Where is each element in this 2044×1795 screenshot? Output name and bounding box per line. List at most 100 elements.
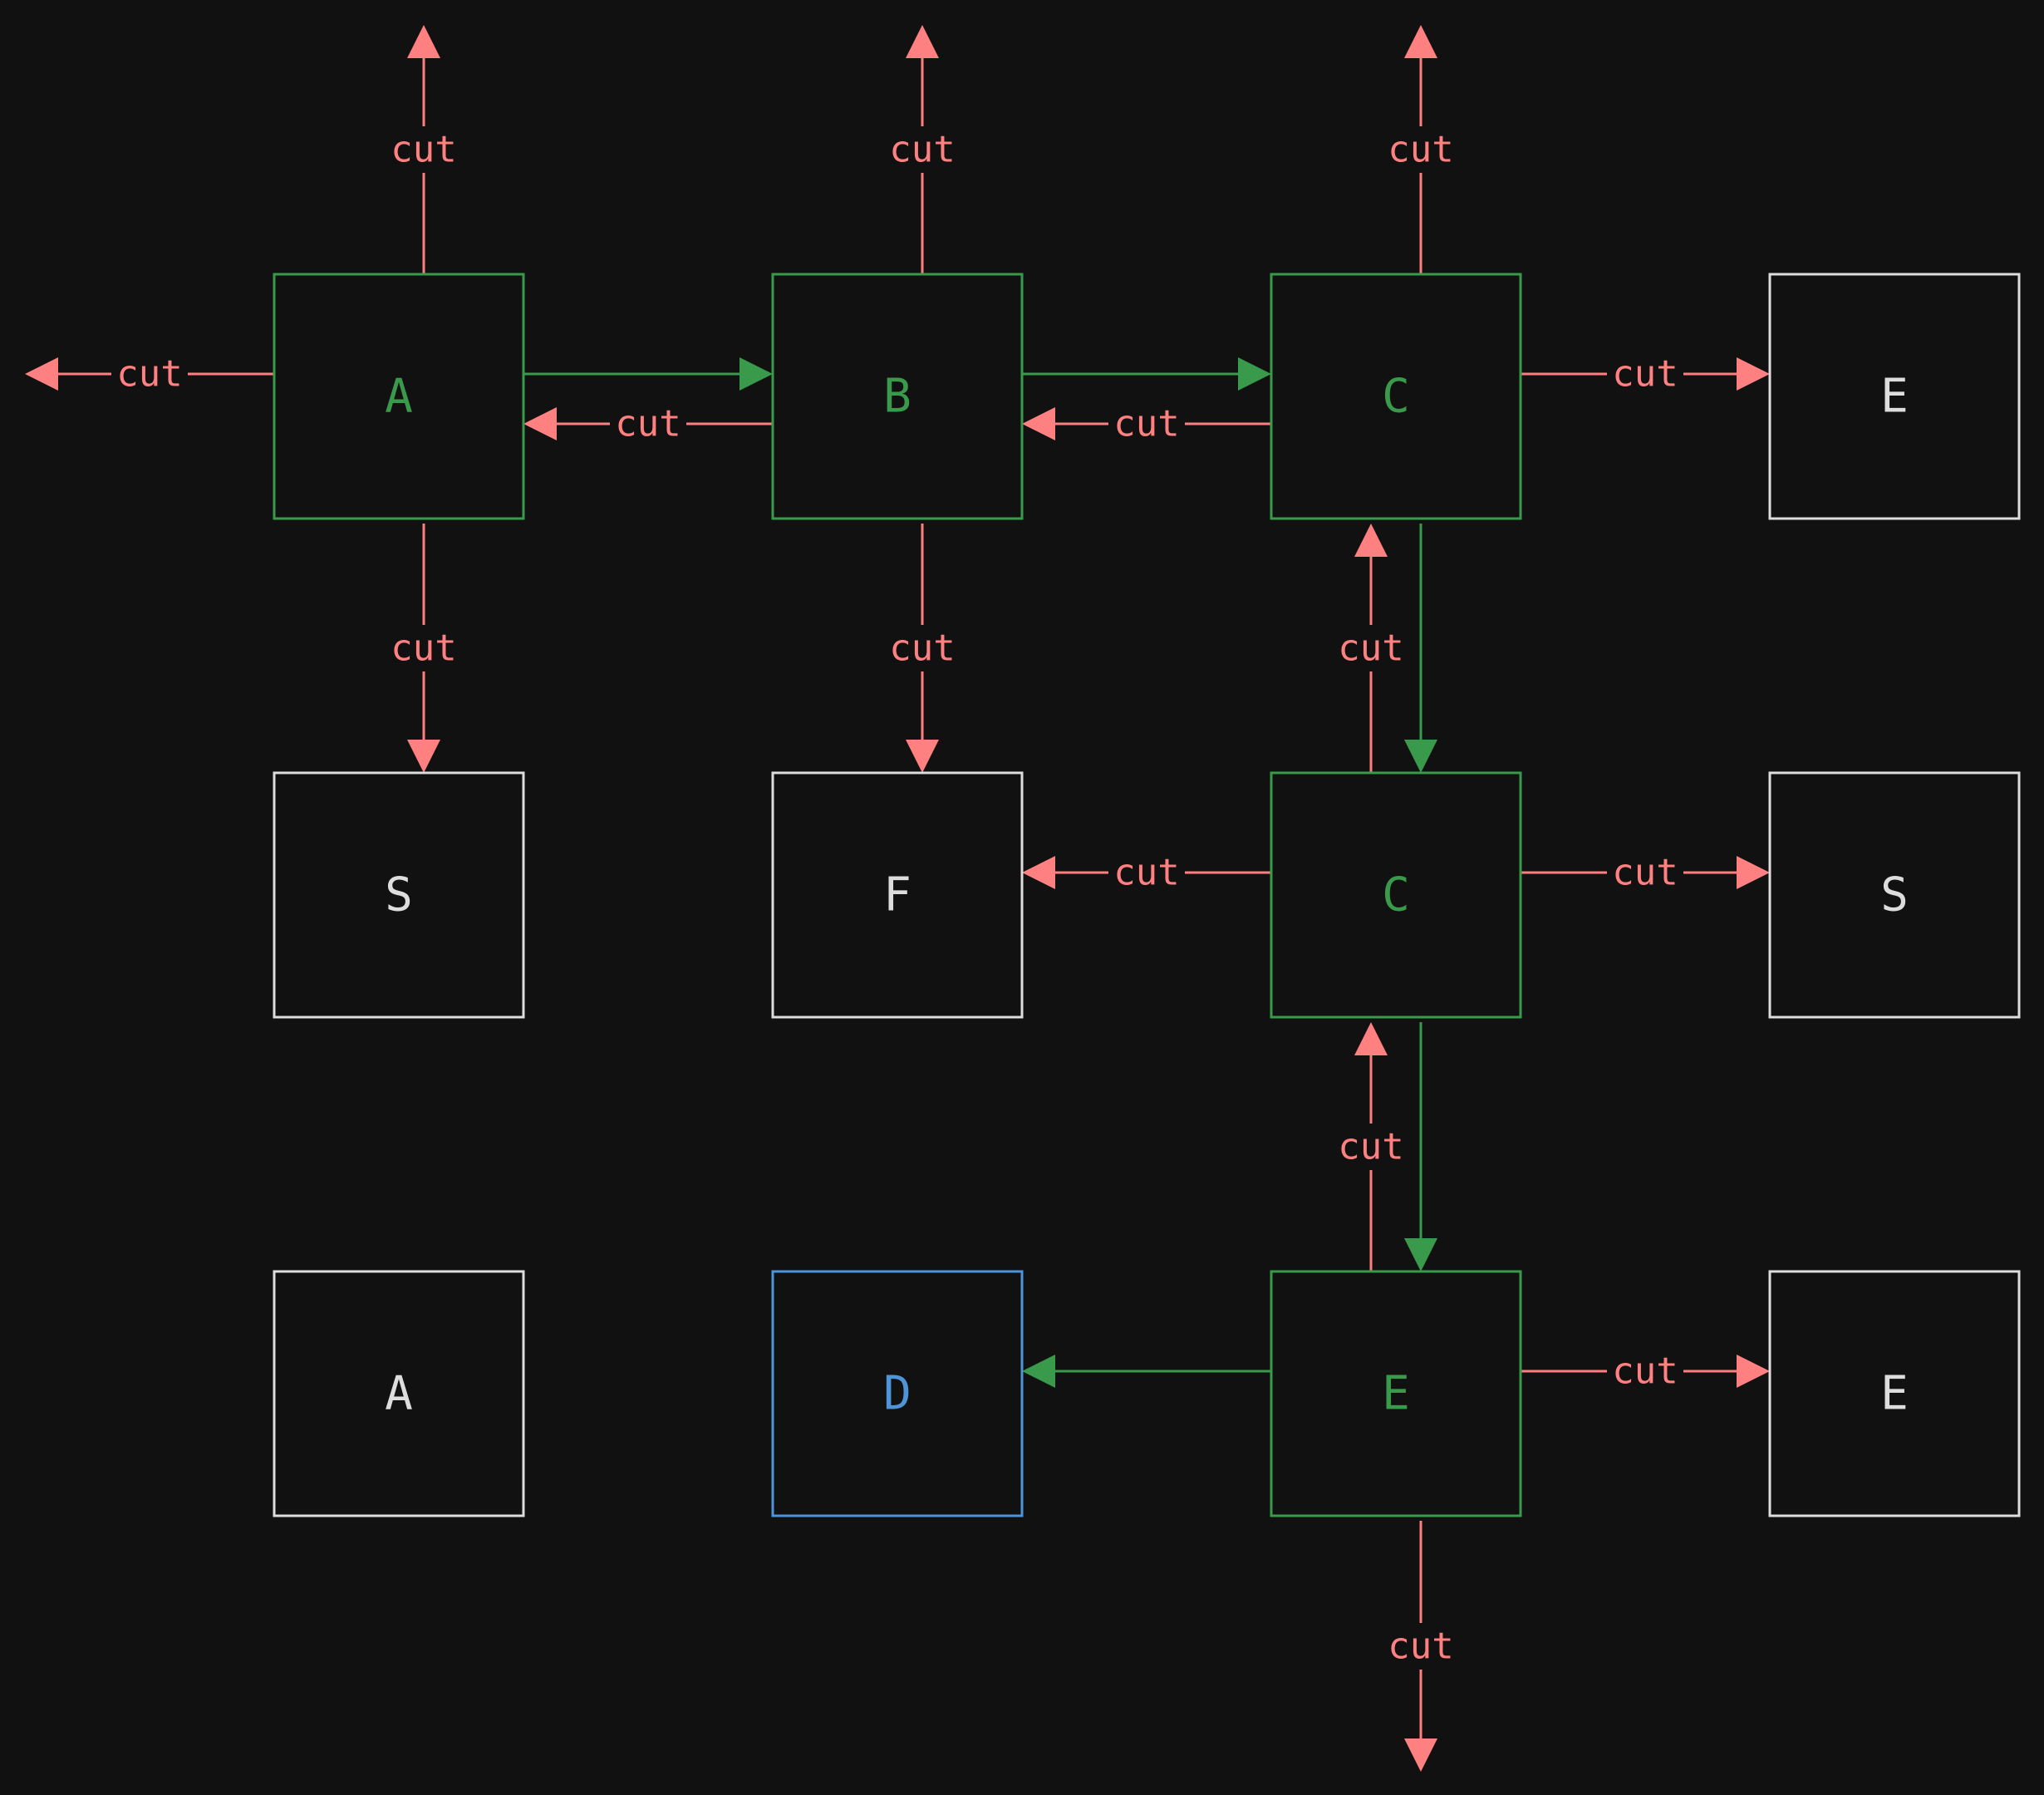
node-label: S [1880,868,1909,922]
arrow-head-icon [407,25,440,58]
path-edge-17 [1022,1355,1271,1388]
edge-label-bg [884,625,961,671]
edge-label: cut [391,627,456,670]
edge-label: cut [116,353,182,396]
node-box [1270,273,1522,520]
node-n23: E [1768,1270,2021,1517]
edge-label: cut [1113,403,1179,445]
arrow-head-icon [523,407,557,440]
arrow-head-icon [1022,856,1055,889]
edge-label-bg [1383,1623,1459,1670]
edge-label: cut [391,129,456,171]
arrow-head-icon [25,357,58,391]
node-n22: E [1270,1270,1522,1517]
arrow-head-icon [1737,357,1770,391]
arrow-head-icon [407,740,440,773]
edge-label-bg [1607,351,1683,397]
node-n02: C [1270,273,1522,520]
node-box [771,771,1024,1019]
edge-label: cut [1338,627,1403,670]
arrow-head-icon [1404,1238,1437,1271]
arrow-head-icon [1354,1022,1388,1055]
node-label: A [385,1367,413,1421]
edge-label-bg [610,401,686,447]
node-label: E [1382,1367,1410,1421]
edge-label-bg [1333,1124,1409,1170]
node-box [1768,1270,2021,1517]
edge-label-bg [884,126,961,173]
edge-label: cut [1113,852,1179,894]
edge-label-bg [1383,126,1459,173]
node-box [1768,771,2021,1019]
edge-label-bg [1607,849,1683,896]
edge-label-bg [1108,849,1185,896]
node-n01: B [771,273,1024,520]
edges-layer: cut cut cut cut cut cut cut cut cut cut cut cut cut c… [25,25,1770,1772]
node-label: C [1382,370,1410,424]
node-label: B [883,370,911,424]
arrow-head-icon [739,357,773,391]
node-box [1270,771,1522,1019]
cut-edge-12: cut [1333,524,1409,773]
node-box [273,771,525,1019]
node-n00: A [273,273,525,520]
edge-label: cut [889,129,955,171]
node-box [771,1270,1024,1517]
node-n13: S [1768,771,2021,1019]
path-edge-2 [523,357,773,391]
node-label: C [1382,868,1410,922]
edge-label: cut [1338,1126,1403,1168]
node-label: E [1880,370,1909,424]
arrow-head-icon [1404,25,1437,58]
arrow-head-icon [906,740,939,773]
node-label: F [883,868,911,922]
cut-edge-8: cut [1383,25,1459,274]
edge-label-bg [1333,625,1409,671]
nodes-layer: A B C E S F C S A D E E [273,273,2021,1517]
cut-edge-10: cut [1521,351,1770,397]
node-n10: S [273,771,525,1019]
node-box [273,1270,525,1517]
cut-edge-0: cut [386,25,462,274]
node-box [1270,1270,1522,1517]
arrow-head-icon [1354,524,1388,557]
arrow-head-icon [1404,740,1437,773]
edge-label: cut [615,403,681,445]
edge-label: cut [1388,129,1453,171]
cut-edge-9: cut [1022,401,1271,447]
cut-edge-14: cut [1521,849,1770,896]
node-box [273,273,525,520]
edge-label: cut [1612,1350,1678,1393]
node-box [1768,273,2021,520]
arrow-head-icon [1022,1355,1055,1388]
edge-label: cut [1612,852,1678,894]
node-n03: E [1768,273,2021,520]
arrow-head-icon [1238,357,1271,391]
edge-label-bg [1607,1348,1683,1394]
edge-label-bg [386,126,462,173]
edge-label-bg [386,625,462,671]
node-label: D [883,1367,911,1421]
cut-edge-3: cut [386,524,462,773]
cut-edge-7: cut [884,524,961,773]
arrow-head-icon [1737,1355,1770,1388]
node-label: E [1880,1367,1909,1421]
cut-edge-13: cut [1022,849,1271,896]
edge-label: cut [889,627,955,670]
arrow-head-icon [1022,407,1055,440]
arrow-head-icon [1737,856,1770,889]
path-edge-15 [1404,1022,1437,1271]
node-n21: D [771,1270,1024,1517]
arrow-head-icon [1404,1738,1437,1772]
arrow-head-icon [906,25,939,58]
edge-label: cut [1388,1625,1453,1668]
node-box [771,273,1024,520]
cut-edge-18: cut [1521,1348,1770,1394]
node-n11: F [771,771,1024,1019]
node-label: A [385,370,413,424]
node-n20: A [273,1270,525,1517]
path-edge-11 [1404,524,1437,773]
edge-label-bg [1108,401,1185,447]
cut-edge-19: cut [1383,1521,1459,1772]
